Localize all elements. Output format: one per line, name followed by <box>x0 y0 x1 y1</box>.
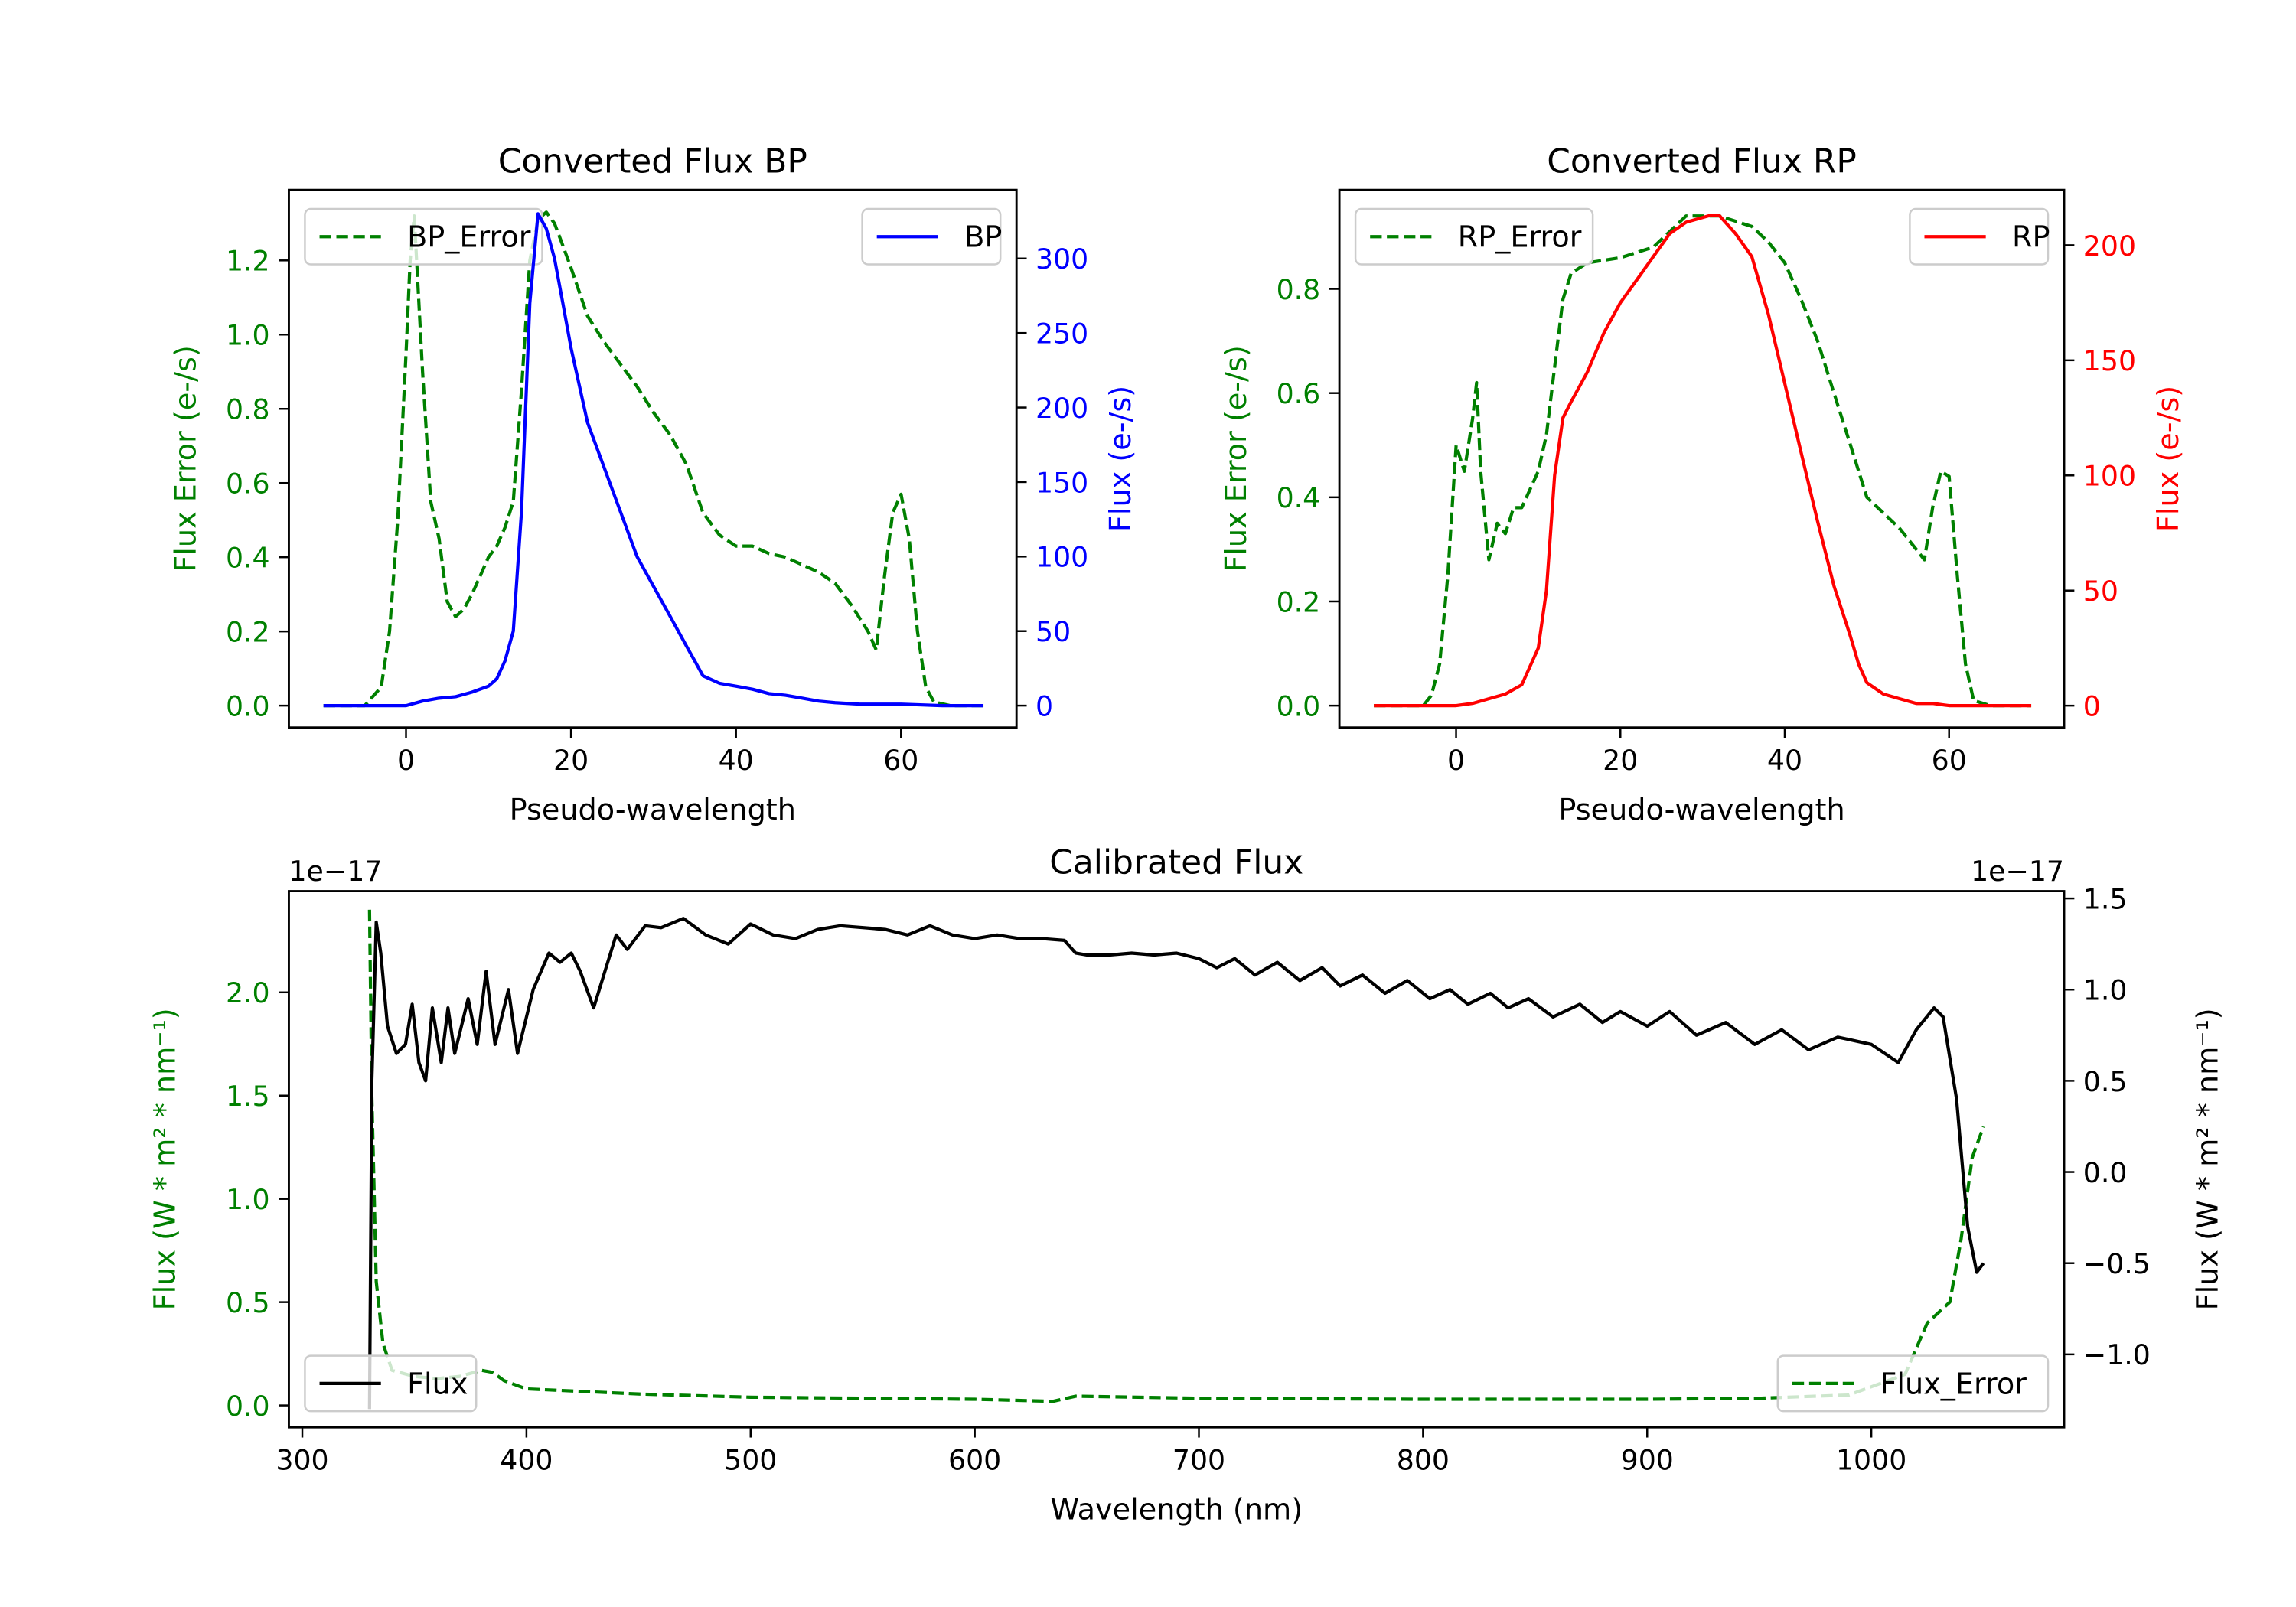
x-tick-label: 600 <box>948 1444 1001 1477</box>
y-left-offset-text: 1e−17 <box>289 855 382 888</box>
y-right-tick-label: −0.5 <box>2083 1247 2151 1280</box>
series-line-bp-error <box>323 210 984 708</box>
legend-box <box>1776 1354 2050 1413</box>
chart-title: Calibrated Flux <box>1049 843 1303 882</box>
y-left-tick-label: 0.8 <box>226 393 270 426</box>
legend-label: Flux_Error <box>1880 1367 2027 1401</box>
legend-label: RP <box>2012 221 2050 255</box>
y-right-tick-label: 150 <box>2083 344 2136 377</box>
y-right-offset-text: 1e−17 <box>1971 855 2064 888</box>
axes-frame <box>1338 188 2066 729</box>
y-right-tick-label: 50 <box>1035 615 1071 648</box>
series-line-flux <box>367 917 1985 1410</box>
y-right-tick-label: 150 <box>1035 466 1088 499</box>
y-left-tick-label: 1.5 <box>226 1080 270 1113</box>
y-right-tick-label: −1.0 <box>2083 1338 2151 1371</box>
y-left-tick-label: 0.0 <box>226 689 270 722</box>
y-left-tick-label: 1.0 <box>226 1183 270 1216</box>
legend-label: Flux <box>407 1367 468 1401</box>
series-line-flux-error <box>367 909 1985 1403</box>
x-tick-label: 40 <box>1767 744 1802 777</box>
y-left-tick-label: 0.0 <box>226 1390 270 1423</box>
legend-bp: BP <box>861 207 1002 266</box>
y-left-tick-label: 0.2 <box>226 616 270 649</box>
y-right-tick-label: 200 <box>1035 392 1088 425</box>
y-right-axis-label: Flux (e-/s) <box>2152 386 2186 532</box>
y-left-tick-label: 0.4 <box>226 542 270 575</box>
y-left-tick-label: 1.0 <box>226 319 270 352</box>
x-tick-label: 900 <box>1621 1444 1674 1477</box>
y-right-tick-label: 0 <box>1035 689 1053 722</box>
x-tick-label: 800 <box>1397 1444 1450 1477</box>
legend-rp-error: RP_Error <box>1354 207 1594 266</box>
x-axis-label: Pseudo-wavelength <box>510 794 796 827</box>
y-right-tick-label: 50 <box>2083 575 2118 608</box>
x-tick-label: 60 <box>1932 744 1967 777</box>
panel-converted-flux-rp: Converted Flux RP 0 20 40 60 Pseudo-wavelengt… <box>1220 142 2186 827</box>
legend-rp: RP <box>1909 207 2050 266</box>
y-left-tick-label: 0.5 <box>226 1286 270 1319</box>
y-right-tick-label: 0.5 <box>2083 1065 2128 1098</box>
y-left-tick-label: 1.2 <box>226 245 270 278</box>
panel-converted-flux-bp: Converted Flux BP 0 20 40 60 Pseudo-wavelengt… <box>169 142 1138 827</box>
y-left-axis-label: Flux Error (e-/s) <box>169 345 203 572</box>
legend-flux-error: Flux_Error <box>1776 1354 2050 1413</box>
y-right-tick-label: 100 <box>1035 541 1088 574</box>
series-line-rp <box>1374 214 2032 708</box>
y-right-tick-label: 100 <box>2083 460 2136 493</box>
y-left-axis-label: Flux Error (e-/s) <box>1220 345 1254 572</box>
panel-calibrated-flux: Calibrated Flux 300 400 500 600 700 800 900 1000… <box>149 843 2226 1527</box>
y-left-tick-label: 0.4 <box>1277 481 1321 514</box>
y-right-tick-label: 0.0 <box>2083 1156 2128 1189</box>
axes-frame <box>288 890 2066 1429</box>
chart-title: Converted Flux RP <box>1547 142 1857 181</box>
x-tick-label: 1000 <box>1836 1444 1906 1477</box>
legend-box <box>304 207 543 266</box>
y-right-tick-label: 1.5 <box>2083 882 2128 915</box>
x-axis-label: Pseudo-wavelength <box>1558 794 1844 827</box>
legend-flux: Flux <box>304 1354 478 1413</box>
y-left-tick-label: 0.2 <box>1277 585 1321 618</box>
axes-frame <box>288 188 1018 729</box>
x-tick-label: 0 <box>1447 744 1465 777</box>
legend-label: BP <box>964 221 1002 255</box>
y-left-tick-label: 2.0 <box>226 976 270 1009</box>
x-tick-label: 60 <box>883 744 918 777</box>
y-left-axis-label: Flux (W * m² * nm⁻¹) <box>149 1008 183 1310</box>
x-tick-label: 500 <box>724 1444 777 1477</box>
y-right-tick-label: 300 <box>1035 243 1088 275</box>
legend-box <box>304 1354 478 1413</box>
y-right-axis-label: Flux (W * m² * nm⁻¹) <box>2191 1008 2225 1310</box>
series-line-rp-error <box>1374 214 2032 708</box>
y-left-tick-label: 0.6 <box>1277 377 1321 410</box>
x-tick-label: 0 <box>397 744 415 777</box>
y-right-tick-label: 200 <box>2083 230 2136 262</box>
chart-title: Converted Flux BP <box>498 142 807 181</box>
x-tick-label: 20 <box>1603 744 1638 777</box>
legend-box <box>1354 207 1594 266</box>
y-left-tick-label: 0.6 <box>226 468 270 500</box>
x-tick-label: 400 <box>500 1444 553 1477</box>
x-tick-label: 40 <box>719 744 754 777</box>
x-tick-label: 20 <box>553 744 589 777</box>
legend-label: RP_Error <box>1458 221 1582 255</box>
y-left-tick-label: 0.8 <box>1277 273 1321 306</box>
legend-label: BP_Error <box>407 221 531 255</box>
legend-bp-error: BP_Error <box>304 207 543 266</box>
series-line-bp <box>323 212 984 708</box>
x-axis-label: Wavelength (nm) <box>1050 1493 1303 1527</box>
y-right-tick-label: 250 <box>1035 318 1088 350</box>
y-right-tick-label: 0 <box>2083 690 2101 723</box>
y-right-axis-label: Flux (e-/s) <box>1104 386 1138 532</box>
x-tick-label: 700 <box>1172 1444 1225 1477</box>
y-right-tick-label: 1.0 <box>2083 974 2128 1007</box>
x-tick-label: 300 <box>276 1444 328 1477</box>
y-left-tick-label: 0.0 <box>1277 689 1321 722</box>
